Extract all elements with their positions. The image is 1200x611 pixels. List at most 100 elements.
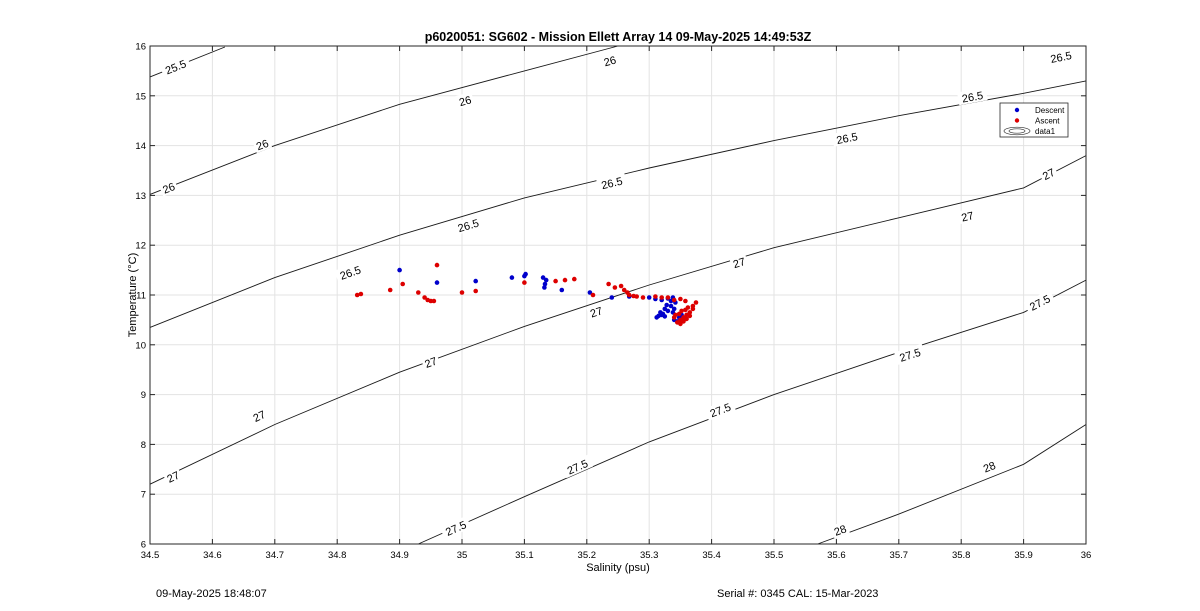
contour-label-group: 26.5 bbox=[596, 172, 628, 193]
ascent-point bbox=[690, 303, 696, 309]
contour-label: 26.5 bbox=[600, 176, 624, 193]
contour-label-bg bbox=[452, 214, 484, 236]
y-tick-label: 6 bbox=[141, 540, 146, 551]
contour-label: 27 bbox=[165, 470, 181, 486]
contour-label: 26.5 bbox=[457, 217, 481, 235]
descent-point bbox=[397, 267, 402, 273]
ascent-point bbox=[678, 321, 683, 327]
ascent-point bbox=[572, 276, 577, 282]
contour-label-group: 27.5 bbox=[561, 454, 593, 479]
contour-label-bg bbox=[1023, 289, 1056, 315]
contour-label: 26 bbox=[161, 181, 177, 197]
legend-box bbox=[999, 102, 1069, 138]
contour-label-bg bbox=[829, 520, 850, 539]
contour-label-bg bbox=[956, 87, 988, 106]
ascent-point bbox=[553, 278, 558, 284]
descent-point bbox=[509, 275, 515, 280]
ascent-point bbox=[354, 292, 360, 298]
contour-label-group: 27 bbox=[729, 253, 749, 271]
descent-point bbox=[654, 315, 659, 320]
contour-label-bg bbox=[894, 343, 926, 365]
y-tick-label: 7 bbox=[141, 490, 146, 501]
contour-label-group: 27 bbox=[420, 352, 441, 371]
contour-label-bg bbox=[1045, 47, 1077, 66]
ascent-point bbox=[684, 316, 689, 322]
density-contour-line bbox=[149, 155, 1087, 485]
contour-label-bg bbox=[162, 466, 184, 486]
contour-label-group: 26.5 bbox=[452, 214, 484, 236]
ascent-point bbox=[659, 295, 664, 300]
density-contour-line bbox=[149, 80, 1087, 328]
x-tick-label: 35.3 bbox=[640, 550, 659, 561]
y-axis-label: Temperature (°C) bbox=[127, 253, 139, 337]
contour-label-bg bbox=[600, 52, 620, 69]
legend-item-ascent: Ascent bbox=[1014, 117, 1060, 126]
x-tick-label: 36 bbox=[1081, 550, 1092, 561]
chart-title: p6020051: SG602 - Mission Ellett Array 1… bbox=[425, 30, 812, 44]
x-tick-label: 34.5 bbox=[141, 550, 160, 561]
legend-label: data1 bbox=[1035, 127, 1056, 136]
contour-label: 26 bbox=[255, 138, 271, 154]
ascent-point bbox=[618, 283, 624, 289]
descent-point bbox=[609, 295, 615, 300]
contour-label: 26.5 bbox=[836, 131, 859, 147]
ascent-point bbox=[387, 287, 393, 293]
contour-label: 27 bbox=[252, 409, 268, 425]
axes: 34.5 34.6 34.7 34.8 34.9 35 35.1 35.2 35.3 35.4 35… bbox=[135, 42, 1091, 562]
contour-label: 27 bbox=[960, 210, 975, 225]
contour-label-group: 27 bbox=[162, 466, 184, 486]
ascent-point bbox=[434, 262, 440, 268]
contour-label: 27.5 bbox=[898, 347, 922, 365]
contour-label: 28 bbox=[982, 460, 998, 476]
contour-label: 26 bbox=[458, 94, 473, 109]
contour-label: 27 bbox=[423, 355, 439, 370]
ascent-point bbox=[687, 310, 693, 315]
ascent-point bbox=[621, 287, 627, 293]
ascent-point bbox=[687, 313, 693, 319]
contour-label: 27.5 bbox=[709, 402, 733, 421]
y-tick-label: 10 bbox=[135, 340, 146, 351]
ascent-point bbox=[679, 308, 684, 314]
x-tick-label: 35.7 bbox=[890, 550, 909, 561]
descent-point bbox=[587, 290, 593, 295]
x-axis-label: Salinity (psu) bbox=[586, 562, 650, 574]
ascent-point bbox=[400, 281, 406, 287]
ascent-point bbox=[634, 294, 639, 299]
descent-point bbox=[665, 308, 671, 314]
contour-label-group: 26.5 bbox=[956, 87, 988, 106]
x-tick-label: 35.1 bbox=[515, 550, 534, 561]
contour-label: 26.5 bbox=[339, 264, 363, 282]
ascent-point bbox=[562, 277, 568, 283]
legend-contour-icon-inner bbox=[1008, 128, 1026, 134]
x-tick-label: 35.4 bbox=[702, 550, 721, 561]
y-tick-label: 16 bbox=[135, 42, 146, 53]
x-tick-label: 34.8 bbox=[328, 550, 347, 561]
ascent-point bbox=[416, 290, 421, 295]
x-tick-label: 34.7 bbox=[266, 550, 285, 561]
legend-label: Descent bbox=[1035, 106, 1065, 115]
contour-label-bg bbox=[439, 515, 472, 540]
legend-marker bbox=[1014, 107, 1020, 113]
footer-timestamp: 09-May-2025 18:48:07 bbox=[156, 588, 267, 600]
legend-item-descent: Descent bbox=[1014, 106, 1065, 115]
ascent-point bbox=[431, 298, 437, 304]
x-tick-label: 35 bbox=[457, 550, 468, 561]
contour-label-group: 27.5 bbox=[439, 515, 472, 540]
ascent-point bbox=[640, 295, 646, 300]
contour-label: 27.5 bbox=[444, 519, 468, 539]
contour-label-bg bbox=[596, 172, 628, 193]
ascent-point bbox=[459, 290, 465, 295]
contour-label-group: 26 bbox=[252, 135, 273, 154]
y-tick-label: 8 bbox=[141, 440, 146, 451]
ascent-point bbox=[612, 285, 618, 290]
descent-point bbox=[473, 278, 479, 284]
contour-label: 25.5 bbox=[164, 58, 188, 77]
descent-point bbox=[542, 285, 547, 290]
ascent-point bbox=[681, 319, 686, 324]
descent-point bbox=[559, 287, 565, 293]
contour-label: 28 bbox=[833, 523, 849, 538]
contour-label: 27 bbox=[1041, 167, 1057, 183]
contour-label-bg bbox=[957, 207, 977, 225]
